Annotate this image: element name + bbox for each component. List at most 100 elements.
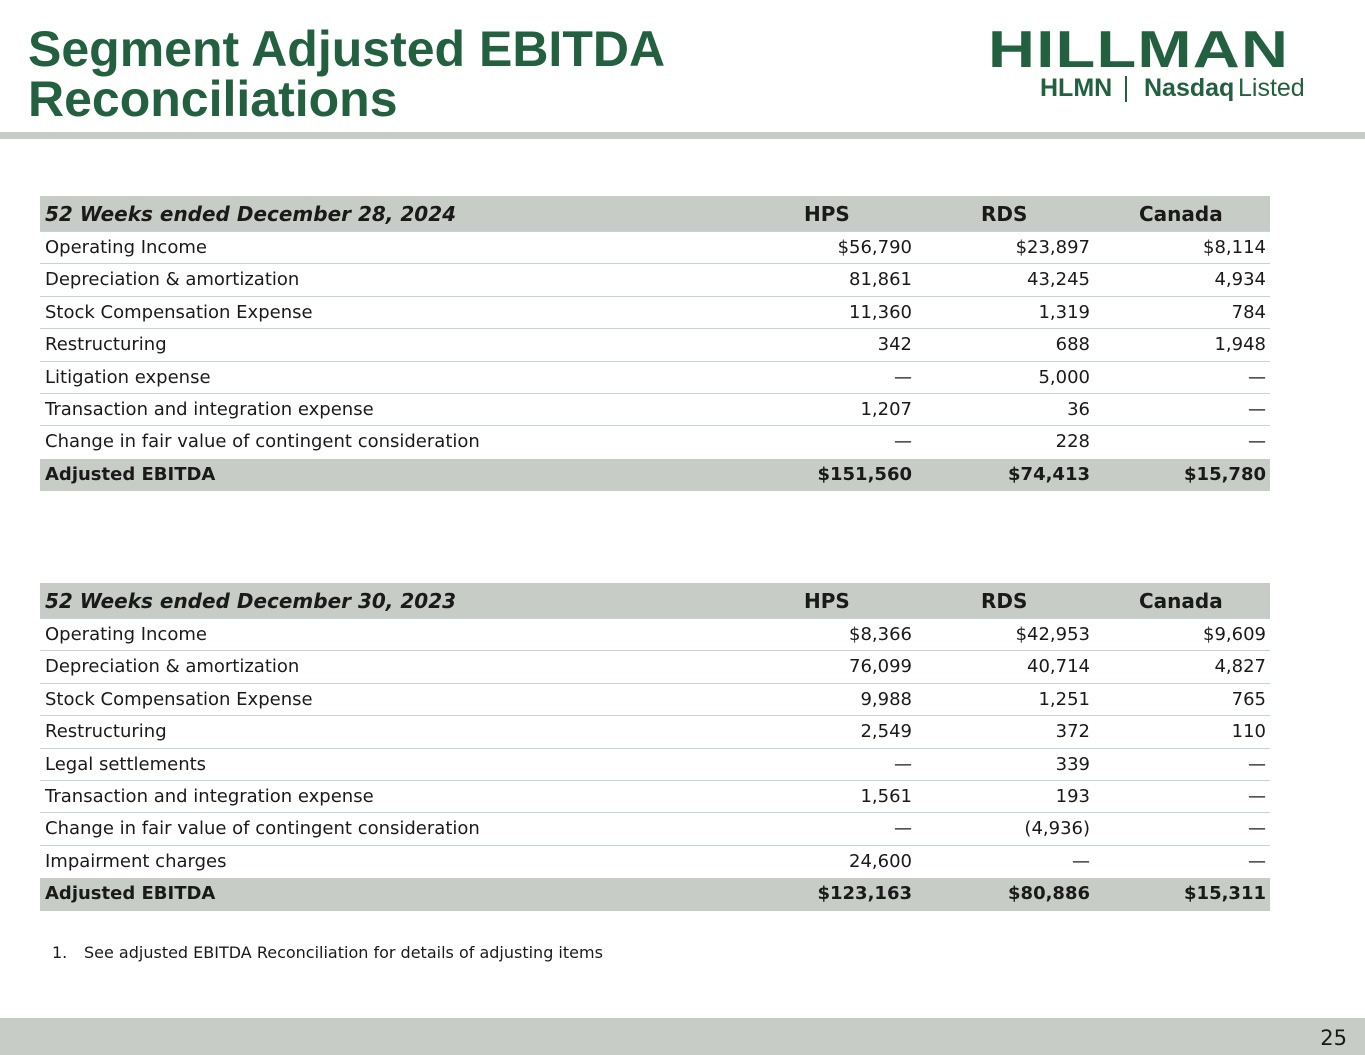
logo-separator: [1125, 76, 1127, 102]
total-bg: [40, 458, 1270, 492]
table-cell: $56,790: [837, 237, 912, 258]
title-line: Reconciliations: [28, 71, 398, 127]
table-cell: 688: [1055, 334, 1090, 356]
table-cell: 76,099: [849, 656, 912, 678]
table-cell: 2,549: [860, 721, 912, 743]
table-cell: Legal settlements: [45, 753, 207, 775]
logo-exchange: Nasdaq: [1144, 74, 1235, 102]
total-cell: $74,413: [1008, 463, 1090, 485]
table-cell: —: [894, 366, 912, 388]
table-cell: $8,366: [849, 624, 912, 645]
total-cell: $151,560: [817, 463, 912, 485]
table-cell: 4,934: [1214, 269, 1266, 291]
table-cell: 228: [1055, 431, 1090, 453]
row-divider: [40, 393, 1270, 394]
table-cell: $9,609: [1203, 624, 1266, 645]
total-cell: $15,311: [1184, 883, 1266, 905]
table-cell: —: [1248, 818, 1266, 840]
row-divider: [40, 618, 1270, 619]
column-header: 52 Weeks ended December 30, 2023: [45, 589, 457, 613]
table-header-bg: [40, 583, 1270, 619]
column-header: Canada: [1139, 202, 1223, 226]
logo-name: HILLMAN: [988, 21, 1290, 79]
table-cell: 1,319: [1038, 301, 1090, 323]
total-cell: Adjusted EBITDA: [45, 463, 216, 485]
logo-ticker: HLMN: [1040, 74, 1113, 102]
header-rule: [0, 132, 1365, 139]
table-cell: 765: [1231, 688, 1266, 710]
row-divider: [40, 425, 1270, 427]
column-header: Canada: [1139, 589, 1223, 613]
table-cell: 4,827: [1214, 656, 1266, 678]
table-cell: (4,936): [1024, 818, 1090, 840]
table-cell: $8,114: [1203, 237, 1266, 258]
column-header: RDS: [981, 202, 1028, 226]
table-cell: Transaction and integration expense: [45, 399, 374, 420]
row-divider: [40, 295, 1270, 297]
column-header: HPS: [804, 589, 850, 613]
row-divider: [40, 780, 1270, 781]
total-bg: [40, 878, 1270, 911]
row-divider: [40, 715, 1270, 717]
table-cell: 9,988: [860, 688, 912, 710]
total-cell: $15,780: [1184, 463, 1266, 485]
table-cell: 372: [1055, 721, 1090, 743]
table-cell: 43,245: [1027, 269, 1090, 291]
footer-bar: [0, 1018, 1365, 1055]
table-cell: Restructuring: [45, 334, 167, 356]
table-cell: Stock Compensation Expense: [45, 688, 313, 710]
table-cell: Stock Compensation Expense: [45, 301, 313, 323]
table-cell: 110: [1231, 721, 1266, 743]
table-header-bg: [40, 196, 1270, 232]
table-cell: 36: [1067, 399, 1090, 420]
row-divider: [40, 812, 1270, 814]
table-cell: 24,600: [849, 850, 912, 872]
table-cell: —: [1248, 366, 1266, 388]
row-divider: [40, 231, 1270, 232]
table-cell: Change in fair value of contingent consi…: [45, 818, 480, 840]
table-cell: Depreciation & amortization: [45, 656, 300, 678]
table-cell: Transaction and integration expense: [45, 786, 374, 807]
title-line: Segment Adjusted EBITDA: [28, 21, 666, 77]
table-cell: 11,360: [849, 301, 912, 323]
footnote-text: See adjusted EBITDA Reconciliation for d…: [84, 943, 603, 962]
table-cell: Operating Income: [45, 624, 207, 645]
column-header: HPS: [804, 202, 850, 226]
footnote-number: 1.: [52, 943, 68, 962]
table-cell: —: [1248, 786, 1266, 807]
table-cell: 1,207: [860, 399, 912, 420]
page-number: 25: [1320, 1026, 1347, 1050]
row-divider: [40, 747, 1270, 749]
table-cell: 40,714: [1027, 656, 1090, 678]
table-cell: $42,953: [1015, 624, 1090, 645]
row-divider: [40, 360, 1270, 362]
table-cell: Operating Income: [45, 237, 207, 258]
table-cell: —: [894, 753, 912, 775]
logo-status: Listed: [1238, 74, 1305, 102]
total-cell: $80,886: [1008, 883, 1090, 905]
row-divider: [40, 263, 1270, 265]
table-cell: 1,251: [1038, 688, 1090, 710]
table-cell: —: [1248, 431, 1266, 453]
table-cell: 342: [877, 334, 912, 356]
column-header: RDS: [981, 589, 1028, 613]
table-cell: Change in fair value of contingent consi…: [45, 431, 480, 453]
table-cell: Depreciation & amortization: [45, 269, 300, 291]
table-cell: 81,861: [849, 269, 912, 291]
table-cell: 5,000: [1038, 366, 1090, 388]
table-cell: 784: [1231, 301, 1266, 323]
table-cell: 193: [1055, 786, 1090, 807]
table-cell: Restructuring: [45, 721, 167, 743]
row-divider: [40, 844, 1270, 846]
row-divider: [40, 682, 1270, 684]
total-cell: Adjusted EBITDA: [45, 883, 216, 905]
table-cell: —: [894, 818, 912, 840]
table-cell: Impairment charges: [45, 850, 227, 872]
table-cell: Litigation expense: [45, 366, 211, 388]
table-cell: $23,897: [1015, 237, 1090, 258]
table-cell: 339: [1055, 753, 1090, 775]
total-cell: $123,163: [817, 883, 912, 905]
column-header: 52 Weeks ended December 28, 2024: [45, 202, 457, 226]
table-cell: —: [1248, 399, 1266, 420]
row-divider: [40, 328, 1270, 330]
